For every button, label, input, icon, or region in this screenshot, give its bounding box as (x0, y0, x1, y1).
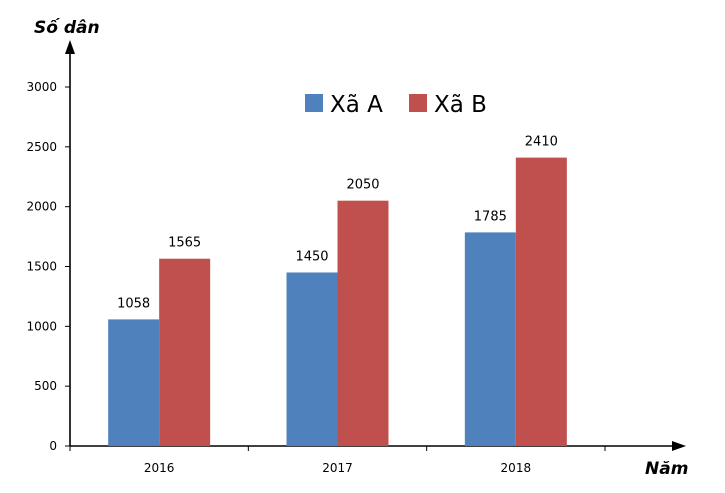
y-axis-arrow (65, 40, 75, 54)
bar-xa-a-2016 (108, 319, 160, 446)
x-tick-label: 2017 (322, 461, 353, 475)
bar-xa-b-2017 (337, 200, 389, 446)
y-tick-label: 3000 (26, 80, 57, 94)
y-tick-label: 500 (34, 379, 57, 393)
x-axis-title: Năm (645, 459, 688, 479)
x-axis-arrow (672, 441, 686, 451)
data-label: 2410 (525, 135, 558, 150)
x-tick-label: 2016 (144, 461, 175, 475)
bar-xa-b-2018 (515, 157, 567, 446)
data-label: 1450 (295, 249, 328, 264)
bar-xa-b-2016 (159, 258, 211, 446)
data-label: 2050 (346, 178, 379, 193)
y-tick-label: 2500 (26, 140, 57, 154)
y-tick-label: 1000 (26, 319, 57, 333)
y-axis-title: Số dân (34, 17, 100, 38)
data-label: 1785 (474, 209, 507, 224)
legend-label: Xã B (434, 92, 487, 118)
bar-xa-a-2018 (464, 232, 516, 446)
bar-xa-a-2017 (286, 272, 338, 446)
y-tick-label: 2000 (26, 200, 57, 214)
legend: Xã A Xã B (305, 92, 487, 118)
x-tick-label: 2018 (501, 461, 532, 475)
legend-swatch (409, 94, 427, 112)
y-tick-label: 0 (49, 439, 57, 453)
data-label: 1565 (168, 236, 201, 251)
legend-swatch (305, 94, 323, 112)
y-tick-label: 1500 (26, 260, 57, 274)
bars: 1058 1565 1450 2050 1785 2410 (108, 135, 567, 446)
legend-label: Xã A (330, 92, 383, 118)
data-label: 1058 (117, 296, 150, 311)
